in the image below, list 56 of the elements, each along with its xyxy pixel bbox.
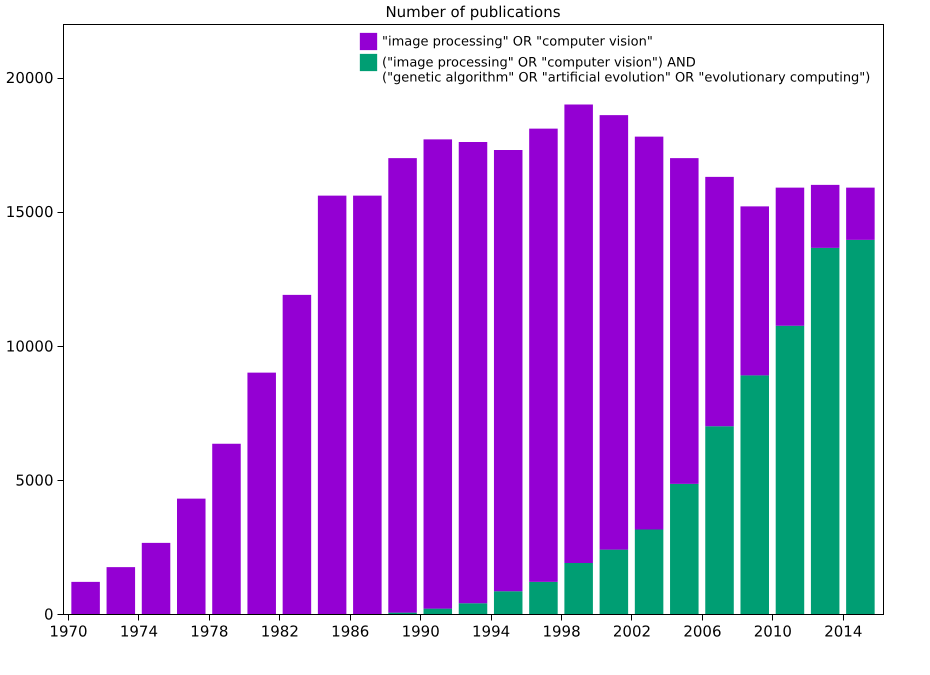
bar — [670, 484, 699, 614]
bar — [424, 608, 452, 614]
x-tick-label: 1970 — [49, 622, 88, 640]
bar — [600, 115, 628, 550]
bar — [529, 582, 558, 614]
bar — [740, 206, 769, 376]
bar — [282, 294, 312, 614]
bar — [494, 591, 522, 614]
bar — [705, 426, 734, 614]
bar — [600, 550, 628, 614]
x-tick-label: 1986 — [331, 622, 370, 640]
bar — [740, 375, 769, 614]
bar — [846, 240, 875, 614]
bar — [177, 498, 206, 614]
bar — [458, 142, 488, 604]
bar — [670, 158, 699, 484]
x-tick-label: 2002 — [612, 622, 652, 640]
bar — [810, 184, 840, 248]
bar — [318, 196, 346, 614]
y-tick-label: 10000 — [6, 337, 54, 356]
bar — [388, 158, 417, 613]
y-tick-label: 15000 — [6, 203, 54, 222]
bar — [810, 248, 840, 614]
bar — [212, 444, 241, 614]
x-tick-label: 1982 — [260, 622, 299, 640]
bar — [776, 326, 804, 614]
bar — [494, 150, 522, 592]
y-tick-label: 5000 — [15, 471, 54, 490]
bar — [529, 128, 558, 582]
chart-title: Number of publications — [385, 3, 561, 21]
bar — [106, 567, 136, 614]
bar — [564, 563, 593, 614]
x-tick-label: 1978 — [190, 622, 228, 640]
bar — [634, 136, 664, 530]
x-tick-label: 2006 — [683, 622, 722, 640]
bar — [846, 188, 875, 240]
bar — [564, 104, 593, 564]
bar — [776, 188, 804, 326]
x-tick-label: 1998 — [542, 622, 581, 640]
bar — [71, 582, 100, 614]
bar — [705, 176, 734, 426]
legend-label: "image processing" OR "computer vision" — [382, 34, 653, 50]
x-tick-label: 1990 — [402, 622, 440, 640]
legend-label: ("image processing" OR "computer vision") AND ("genetic algorithm" OR "artificial evolution" OR "evolutionary computing") — [382, 56, 870, 86]
bar — [353, 196, 382, 614]
x-tick-label: 2010 — [754, 622, 792, 640]
bar — [424, 139, 452, 609]
x-tick-label: 1994 — [472, 622, 510, 640]
bar — [142, 542, 170, 614]
x-tick-label: 1974 — [120, 622, 158, 640]
bar — [458, 603, 488, 614]
bar — [634, 530, 664, 614]
y-tick-label: 20000 — [6, 69, 54, 88]
bar — [247, 372, 276, 614]
y-tick-label: 0 — [44, 606, 54, 624]
x-tick-label: 2014 — [824, 622, 862, 640]
